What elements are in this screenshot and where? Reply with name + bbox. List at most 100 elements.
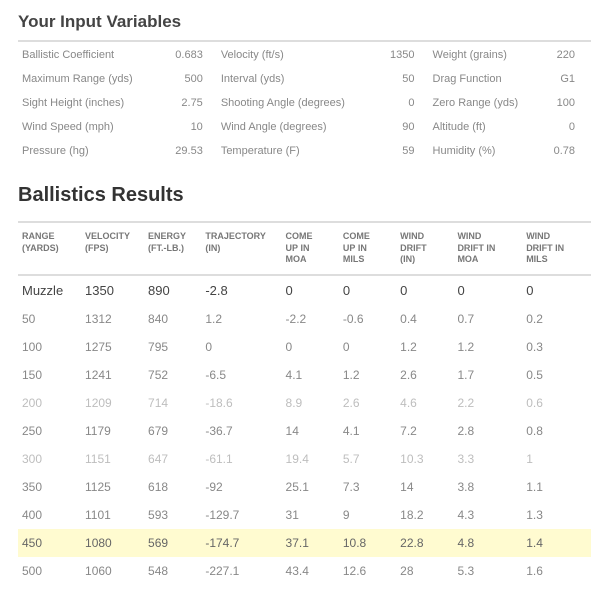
results-cell: 350 xyxy=(18,473,81,501)
input-value: 500 xyxy=(163,68,217,90)
results-header: COMEUP INMILS xyxy=(339,222,396,275)
results-header: WINDDRIFT(IN) xyxy=(396,222,453,275)
results-cell: 569 xyxy=(144,529,201,557)
results-row: 2501179679-36.7144.17.22.80.8 xyxy=(18,417,591,445)
results-row: 5013128401.2-2.2-0.60.40.70.2 xyxy=(18,305,591,333)
results-cell: 250 xyxy=(18,417,81,445)
results-cell: 1.4 xyxy=(522,529,591,557)
results-cell: -6.5 xyxy=(201,361,281,389)
results-cell: 50 xyxy=(18,305,81,333)
results-cell: 200 xyxy=(18,389,81,417)
results-cell: 0.8 xyxy=(522,417,591,445)
results-cell: 714 xyxy=(144,389,201,417)
results-cell: 1 xyxy=(522,445,591,473)
results-cell: 7.2 xyxy=(396,417,453,445)
input-value: 0 xyxy=(379,92,429,114)
results-cell: 1.6 xyxy=(522,557,591,585)
results-cell: 4.8 xyxy=(453,529,522,557)
input-value: 100 xyxy=(543,92,589,114)
results-cell: 618 xyxy=(144,473,201,501)
results-cell: 0 xyxy=(522,275,591,305)
input-label: Maximum Range (yds) xyxy=(20,68,161,90)
results-cell: 3.8 xyxy=(453,473,522,501)
results-cell: 300 xyxy=(18,445,81,473)
results-cell: 1241 xyxy=(81,361,144,389)
results-cell: 8.9 xyxy=(282,389,339,417)
results-header: WINDDRIFT INMOA xyxy=(453,222,522,275)
results-cell: 7.3 xyxy=(339,473,396,501)
results-row: 4001101593-129.731918.24.31.3 xyxy=(18,501,591,529)
results-cell: 890 xyxy=(144,275,201,305)
results-cell: 19.4 xyxy=(282,445,339,473)
input-label: Velocity (ft/s) xyxy=(219,44,377,66)
results-cell: 647 xyxy=(144,445,201,473)
results-cell: -18.6 xyxy=(201,389,281,417)
results-row: 4501080569-174.737.110.822.84.81.4 xyxy=(18,529,591,557)
results-cell: 1.2 xyxy=(396,333,453,361)
results-cell: 4.3 xyxy=(453,501,522,529)
results-row: 3501125618-9225.17.3143.81.1 xyxy=(18,473,591,501)
results-cell: 2.6 xyxy=(339,389,396,417)
results-title: Ballistics Results xyxy=(18,184,591,207)
results-cell: 10.3 xyxy=(396,445,453,473)
results-cell: 0.5 xyxy=(522,361,591,389)
input-label: Ballistic Coefficient xyxy=(20,44,161,66)
results-row: 10012757950001.21.20.3 xyxy=(18,333,591,361)
results-cell: 1.7 xyxy=(453,361,522,389)
input-value: G1 xyxy=(543,68,589,90)
input-row: Maximum Range (yds)500Interval (yds)50Dr… xyxy=(20,68,589,90)
results-cell: 0 xyxy=(282,333,339,361)
results-row: 2001209714-18.68.92.64.62.20.6 xyxy=(18,389,591,417)
results-cell: -92 xyxy=(201,473,281,501)
results-cell: 43.4 xyxy=(282,557,339,585)
results-cell: 548 xyxy=(144,557,201,585)
results-cell: 1.2 xyxy=(453,333,522,361)
inputs-title: Your Input Variables xyxy=(18,12,591,32)
results-cell: -174.7 xyxy=(201,529,281,557)
results-cell: 0 xyxy=(201,333,281,361)
results-cell: 2.6 xyxy=(396,361,453,389)
results-cell: 22.8 xyxy=(396,529,453,557)
results-cell: 593 xyxy=(144,501,201,529)
results-cell: 1.2 xyxy=(339,361,396,389)
input-label: Altitude (ft) xyxy=(431,116,541,138)
results-cell: 5.3 xyxy=(453,557,522,585)
input-label: Humidity (%) xyxy=(431,140,541,162)
results-cell: 37.1 xyxy=(282,529,339,557)
results-cell: -0.6 xyxy=(339,305,396,333)
input-label: Wind Speed (mph) xyxy=(20,116,161,138)
results-cell: -2.2 xyxy=(282,305,339,333)
results-cell: 450 xyxy=(18,529,81,557)
input-row: Sight Height (inches)2.75Shooting Angle … xyxy=(20,92,589,114)
input-value: 50 xyxy=(379,68,429,90)
results-cell: 1275 xyxy=(81,333,144,361)
results-row: 5001060548-227.143.412.6285.31.6 xyxy=(18,557,591,585)
input-label: Shooting Angle (degrees) xyxy=(219,92,377,114)
input-row: Wind Speed (mph)10Wind Angle (degrees)90… xyxy=(20,116,589,138)
inputs-table: Ballistic Coefficient0.683Velocity (ft/s… xyxy=(18,40,591,164)
results-header: VELOCITY(FPS) xyxy=(81,222,144,275)
results-cell: 1.3 xyxy=(522,501,591,529)
results-cell: 1151 xyxy=(81,445,144,473)
input-label: Pressure (hg) xyxy=(20,140,161,162)
input-value: 29.53 xyxy=(163,140,217,162)
results-cell: 5.7 xyxy=(339,445,396,473)
input-row: Pressure (hg)29.53Temperature (F)59Humid… xyxy=(20,140,589,162)
results-cell: 1.2 xyxy=(201,305,281,333)
results-header: ENERGY(FT.-LB.) xyxy=(144,222,201,275)
results-cell: 1080 xyxy=(81,529,144,557)
results-cell: 4.6 xyxy=(396,389,453,417)
results-cell: 9 xyxy=(339,501,396,529)
results-cell: 1125 xyxy=(81,473,144,501)
results-header: COMEUP INMOA xyxy=(282,222,339,275)
input-label: Drag Function xyxy=(431,68,541,90)
results-cell: Muzzle xyxy=(18,275,81,305)
input-value: 10 xyxy=(163,116,217,138)
input-value: 220 xyxy=(543,44,589,66)
input-label: Wind Angle (degrees) xyxy=(219,116,377,138)
results-cell: 0.4 xyxy=(396,305,453,333)
results-header: TRAJECTORY(IN) xyxy=(201,222,281,275)
results-row: 3001151647-61.119.45.710.33.31 xyxy=(18,445,591,473)
results-cell: 100 xyxy=(18,333,81,361)
results-cell: -61.1 xyxy=(201,445,281,473)
